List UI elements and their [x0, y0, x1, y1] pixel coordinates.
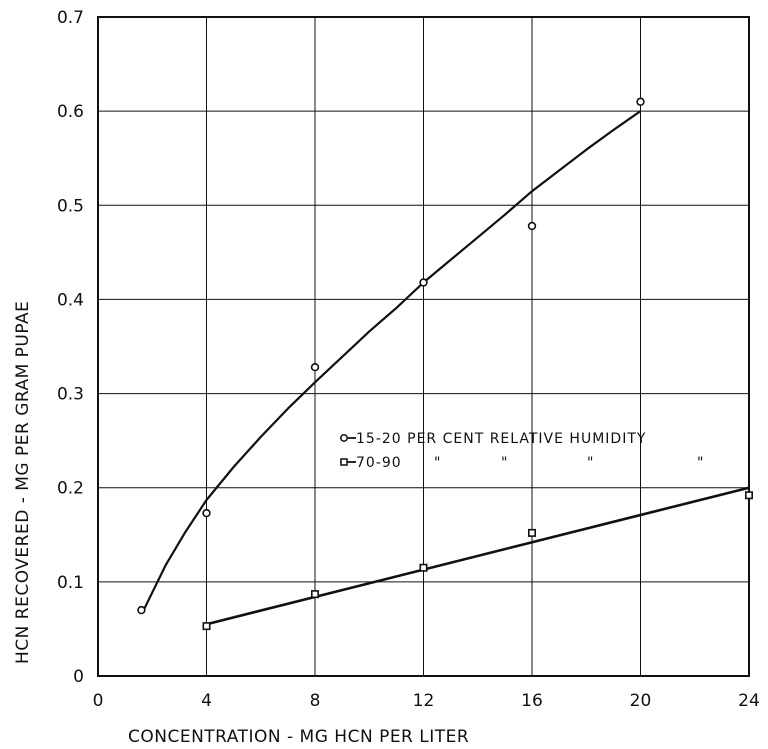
- series-1-point-1: [202, 508, 211, 518]
- legend-marker-series-1: [340, 434, 348, 442]
- series-1-point-4: [527, 221, 537, 231]
- y-tick-label-3: 0.3: [57, 385, 84, 405]
- series-layer: [137, 97, 753, 631]
- y-tick-labels: 0 0.1 0.2 0.3 0.4 0.5 0.6 0.7: [57, 8, 84, 687]
- series-2-point-4: [744, 491, 753, 500]
- x-tick-label-1: 4: [201, 691, 212, 711]
- series-1-point-2: [310, 363, 320, 372]
- y-tick-label-0: 0: [73, 667, 84, 687]
- series-1-point-5: [636, 97, 645, 106]
- legend-ditto-2: ": [501, 455, 508, 471]
- series-1-fit-line: [143, 110, 642, 610]
- grid-lines: [98, 17, 749, 676]
- x-tick-label-2: 8: [310, 691, 321, 711]
- x-tick-label-5: 20: [630, 691, 652, 711]
- legend-ditto-1: ": [434, 455, 441, 471]
- y-tick-label-5: 0.5: [57, 196, 84, 216]
- y-tick-label-7: 0.7: [57, 8, 84, 28]
- series-2-fit-line: [206, 486, 750, 626]
- legend-ditto-4: ": [697, 455, 704, 471]
- legend-label-series-2: 70-90: [356, 455, 402, 471]
- legend-ditto-3: ": [587, 455, 594, 471]
- series-2-point-0: [202, 622, 211, 631]
- x-tick-label-6: 24: [738, 691, 760, 711]
- legend: 15-20 PER CENT RELATIVE HUMIDITY 70-90 "…: [340, 431, 704, 471]
- series-1-point-3: [419, 278, 428, 287]
- plot-frame: [97, 16, 750, 677]
- y-axis-label: HCN RECOVERED - MG PER GRAM PUPAE: [13, 301, 33, 664]
- legend-marker-series-2: [340, 458, 348, 466]
- legend-label-series-1: 15-20 PER CENT RELATIVE HUMIDITY: [356, 431, 646, 447]
- x-axis-label: CONCENTRATION - MG HCN PER LITER: [128, 727, 469, 747]
- x-tick-label-3: 12: [413, 691, 435, 711]
- x-tick-label-0: 0: [93, 691, 104, 711]
- series-2-point-1: [310, 590, 319, 599]
- y-tick-label-1: 0.1: [57, 573, 84, 593]
- x-tick-labels: 0 4 8 12 16 20 24: [93, 691, 760, 711]
- x-tick-label-4: 16: [521, 691, 543, 711]
- y-tick-label-4: 0.4: [57, 290, 84, 310]
- y-tick-label-2: 0.2: [57, 479, 84, 499]
- series-2-point-3: [527, 528, 536, 537]
- series-2-point-2: [419, 563, 428, 572]
- series-1-point-0: [137, 605, 146, 615]
- y-tick-label-6: 0.6: [57, 102, 84, 122]
